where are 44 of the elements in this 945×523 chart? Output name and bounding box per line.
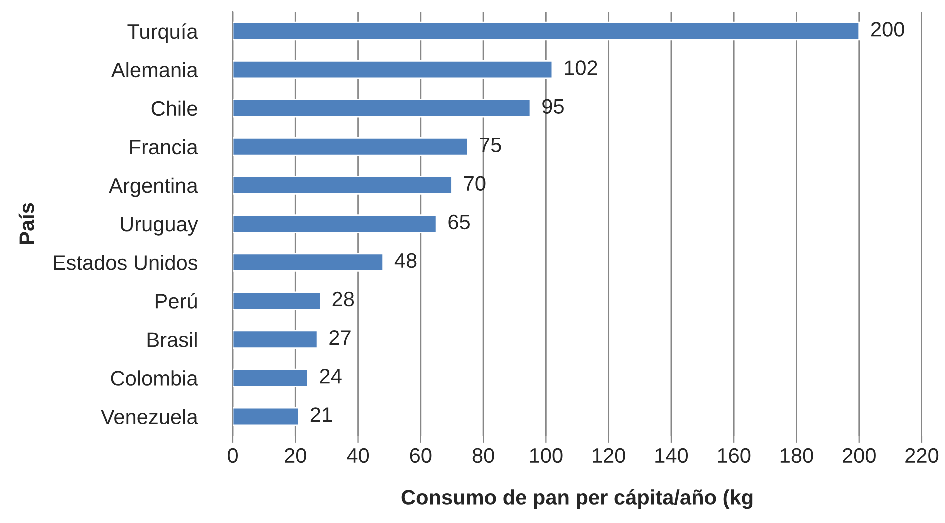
- y-tick-label: Perú: [156, 293, 197, 309]
- bar: [233, 292, 322, 310]
- data-label: 28: [332, 292, 354, 307]
- x-tick-label: 0: [228, 448, 238, 464]
- y-tick-label: Turquía: [128, 24, 198, 44]
- bar: [233, 253, 384, 272]
- y-tick-label: Francia: [130, 139, 198, 155]
- data-label: 24: [320, 369, 342, 384]
- x-tick-label: 180: [780, 448, 814, 464]
- y-tick-label: Venezuela: [101, 409, 198, 424]
- data-label: 102: [565, 60, 598, 76]
- bar: [233, 98, 532, 118]
- data-label: 200: [872, 22, 904, 37]
- y-tick-label: Estados Unidos: [54, 254, 198, 270]
- data-label: 65: [448, 214, 470, 230]
- x-tick-label: 80: [472, 448, 494, 464]
- data-label: 21: [310, 408, 332, 422]
- x-tick-label: 20: [285, 448, 306, 464]
- x-tick-label: 60: [410, 448, 432, 464]
- data-label: 48: [394, 253, 417, 268]
- x-tick-label: 220: [906, 448, 939, 464]
- bar: [233, 214, 438, 234]
- x-tick-label: 120: [593, 448, 626, 464]
- bar: [233, 407, 300, 426]
- bar: [233, 176, 453, 195]
- x-tick-label: 40: [347, 448, 370, 464]
- bar: [233, 138, 469, 156]
- y-tick-label: Uruguay: [121, 217, 198, 236]
- y-tick-label: Chile: [152, 100, 198, 116]
- bar: [233, 60, 554, 80]
- x-tick-label: 160: [718, 448, 751, 464]
- y-tick-label: Colombia: [111, 370, 198, 386]
- x-tick-label: 100: [530, 448, 563, 464]
- x-axis-title: Consumo de pan per cápita/año (kg: [402, 489, 753, 510]
- bar: [233, 22, 860, 41]
- y-tick-label: Argentina: [109, 178, 198, 198]
- data-label: 27: [330, 330, 351, 346]
- bar: [233, 368, 309, 388]
- y-tick-label: Brasil: [148, 332, 197, 348]
- x-tick-label: 140: [656, 448, 688, 464]
- bar: [233, 330, 318, 350]
- y-tick-label: Alemania: [111, 62, 198, 78]
- x-tick-label: 200: [843, 448, 876, 464]
- y-axis-title: País: [18, 203, 34, 244]
